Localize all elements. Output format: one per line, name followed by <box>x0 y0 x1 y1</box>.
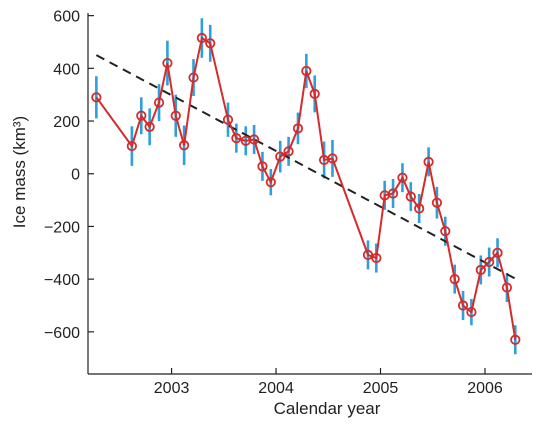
data-point <box>475 264 486 276</box>
y-tick-label: 400 <box>53 61 80 78</box>
data-point <box>484 256 495 268</box>
data-point <box>170 110 181 121</box>
y-tick-label: −600 <box>44 325 80 342</box>
data-point <box>205 38 216 49</box>
data-point <box>327 153 338 164</box>
data-point <box>249 134 260 145</box>
data-point <box>362 249 374 260</box>
data-point <box>405 191 416 202</box>
x-axis-label: Calendar year <box>274 399 381 418</box>
axes <box>87 13 532 375</box>
data-point <box>162 57 173 69</box>
data-point <box>501 282 513 293</box>
error-bars <box>95 18 517 355</box>
data-point <box>292 123 304 134</box>
data-point <box>231 133 242 144</box>
y-tick-label: 200 <box>53 114 80 131</box>
trend-line-group <box>95 54 516 280</box>
data-point <box>309 88 320 99</box>
y-tick-label: −200 <box>44 219 80 236</box>
data-point <box>371 252 382 264</box>
data-point <box>179 140 190 151</box>
data-point <box>265 177 276 188</box>
data-point <box>457 300 469 311</box>
data-point <box>492 247 503 258</box>
data-point <box>222 114 234 125</box>
data-point <box>136 110 147 121</box>
data-point <box>397 172 408 183</box>
x-tick-label: 2006 <box>467 380 503 397</box>
x-tick-label: 2004 <box>258 380 294 397</box>
data-point <box>510 334 521 345</box>
trend-line <box>95 54 516 280</box>
data-point <box>126 140 137 152</box>
x-ticks: 2003 2004 2005 2006 <box>154 368 503 397</box>
y-tick-label: 600 <box>53 9 80 26</box>
data-point <box>196 32 207 44</box>
y-tick-label: −400 <box>44 272 80 289</box>
data-point <box>283 146 294 157</box>
data-point <box>257 161 268 172</box>
data-point <box>387 188 399 199</box>
y-axis-label: Ice mass (km³) <box>10 116 29 228</box>
data-point <box>275 151 286 162</box>
y-ticks: 600 400 200 0 −200 −400 −600 <box>44 9 94 342</box>
y-tick-label: 0 <box>71 167 80 184</box>
data-point <box>466 306 477 318</box>
data-point <box>449 274 460 285</box>
data-point <box>431 197 443 208</box>
data-point <box>153 97 165 108</box>
data-point <box>414 203 425 214</box>
x-tick-label: 2003 <box>154 380 190 397</box>
data-point <box>188 72 199 83</box>
data-point <box>144 121 155 132</box>
data-point <box>440 226 451 237</box>
data-point <box>423 156 434 167</box>
data-markers <box>91 32 521 345</box>
data-point <box>91 92 102 103</box>
x-tick-label: 2005 <box>363 380 399 397</box>
data-point <box>301 65 312 77</box>
